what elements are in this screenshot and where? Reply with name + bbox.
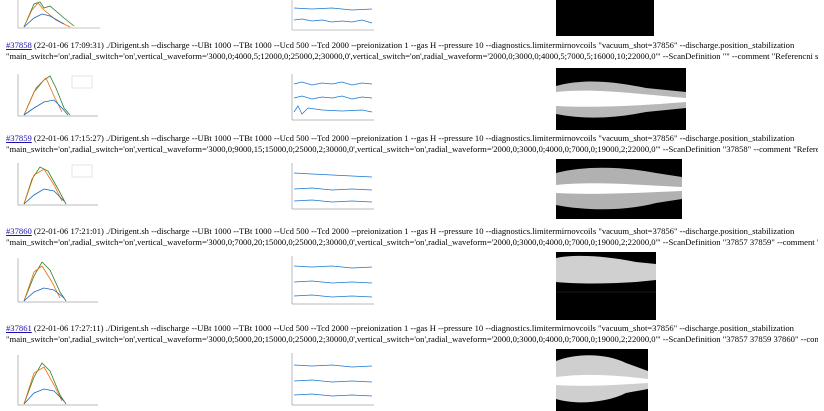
plasma-current-plot-thumbnail[interactable] [4, 0, 104, 36]
shot-command-37859: #37859 (22-01-06 17:15:27) ./Dirigent.sh… [6, 133, 818, 154]
position-plot-thumbnail[interactable] [282, 349, 378, 411]
shot-command-37861: #37861 (22-01-06 17:27:11) ./Dirigent.sh… [6, 323, 818, 344]
spectrogram-thumbnail[interactable] [556, 159, 682, 219]
shot-command-37860: #37860 (22-01-06 17:21:01) ./Dirigent.sh… [6, 226, 818, 247]
shot-link[interactable]: #37860 [6, 226, 32, 236]
shot-row-37857-images [0, 0, 824, 36]
shot-command-line1: (22-01-06 17:15:27) ./Dirigent.sh --disc… [31, 133, 795, 143]
shot-command-line2: "main_switch='on',radial_switch='on',ver… [6, 236, 818, 247]
shot-command-line1: (22-01-06 17:09:31) ./Dirigent.sh --disc… [31, 40, 795, 50]
shot-command-37858: #37858 (22-01-06 17:09:31) ./Dirigent.sh… [6, 40, 818, 61]
plasma-current-plot-thumbnail[interactable] [4, 349, 102, 411]
spectrogram-thumbnail[interactable] [556, 349, 648, 411]
shot-command-line2: "main_switch='on',radial_switch='on',ver… [6, 143, 818, 154]
spectrogram-thumbnail[interactable] [556, 252, 656, 320]
shot-command-line1: (22-01-06 17:27:11) ./Dirigent.sh --disc… [31, 323, 794, 333]
plasma-current-plot-thumbnail[interactable] [4, 252, 102, 312]
spectrogram-thumbnail[interactable] [556, 68, 686, 130]
shot-link[interactable]: #37861 [6, 323, 32, 333]
shot-command-line2: "main_switch='on',radial_switch='on',ver… [6, 333, 818, 344]
position-plot-thumbnail[interactable] [282, 68, 378, 128]
shot-row-37858-images [0, 64, 824, 130]
plasma-current-plot-thumbnail[interactable] [4, 68, 102, 128]
plasma-current-plot-thumbnail[interactable] [4, 159, 102, 215]
position-plot-thumbnail[interactable] [282, 159, 378, 217]
position-plot-thumbnail[interactable] [282, 0, 378, 36]
spectrogram-thumbnail[interactable] [556, 0, 654, 36]
shot-row-37859-images [0, 155, 824, 219]
shot-command-line1: (22-01-06 17:21:01) ./Dirigent.sh --disc… [31, 226, 795, 236]
shot-link[interactable]: #37859 [6, 133, 32, 143]
shot-row-37861-images [0, 345, 824, 411]
shot-command-line2: "main_switch='on',radial_switch='on',ver… [6, 50, 818, 61]
shot-row-37860-images [0, 248, 824, 320]
shot-link[interactable]: #37858 [6, 40, 32, 50]
position-plot-thumbnail[interactable] [282, 252, 378, 312]
